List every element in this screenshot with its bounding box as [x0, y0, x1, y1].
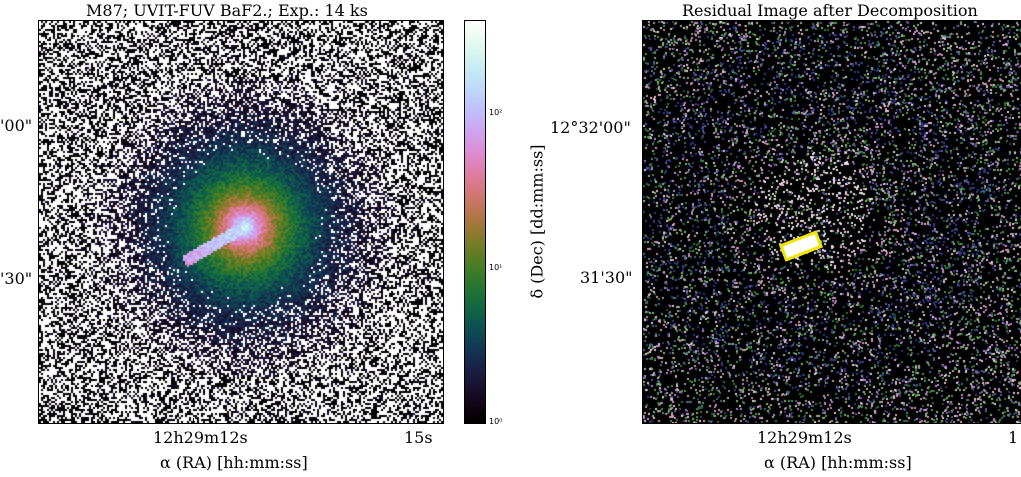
- right-xtick-mark-1: [797, 418, 798, 424]
- right-ytick-mark-2: [642, 277, 648, 278]
- left-ytick-label-1: '00": [0, 116, 33, 135]
- colorbar-tick-label-1: 10²: [489, 108, 503, 117]
- left-xtick-label-1: 12h29m12s: [153, 430, 248, 446]
- right-image-panel: [642, 20, 1021, 424]
- right-x-axis-label: α (RA) [hh:mm:ss]: [764, 453, 912, 472]
- right-ytick-label-2: 31'30": [580, 268, 633, 287]
- left-xtick-label-1-text: 12h29m12s: [153, 428, 248, 447]
- left-xtick-mark-1: [193, 418, 194, 424]
- left-panel-title: M87; UVIT-FUV BaF2.; Exp.: 14 ks: [86, 1, 368, 20]
- residual-image: [643, 21, 1021, 423]
- left-xtick-label-2: 15s: [404, 428, 433, 447]
- right-panel-title: Residual Image after Decomposition: [682, 1, 978, 20]
- left-ytick-label-2: '30": [0, 269, 33, 288]
- colorbar: [464, 20, 486, 424]
- right-ytick-mark-1: [642, 127, 648, 128]
- right-xtick-label-2: 1: [1008, 428, 1019, 447]
- left-image-panel: [38, 20, 444, 424]
- right-ytick-label-1: 12°32'00": [550, 118, 631, 137]
- m87-fuv-image: [39, 21, 443, 423]
- dec-axis-label: δ (Dec) [dd:mm:ss]: [527, 144, 547, 299]
- left-x-axis-label: α (RA) [hh:mm:ss]: [160, 453, 308, 472]
- left-xtick-mark-2: [418, 418, 419, 424]
- colorbar-tick-label-3: 10⁰: [489, 417, 503, 426]
- right-xtick-label-1: 12h29m12s: [757, 428, 852, 447]
- colorbar-gradient: [465, 21, 485, 423]
- colorbar-tick-label-2: 10¹: [489, 263, 503, 272]
